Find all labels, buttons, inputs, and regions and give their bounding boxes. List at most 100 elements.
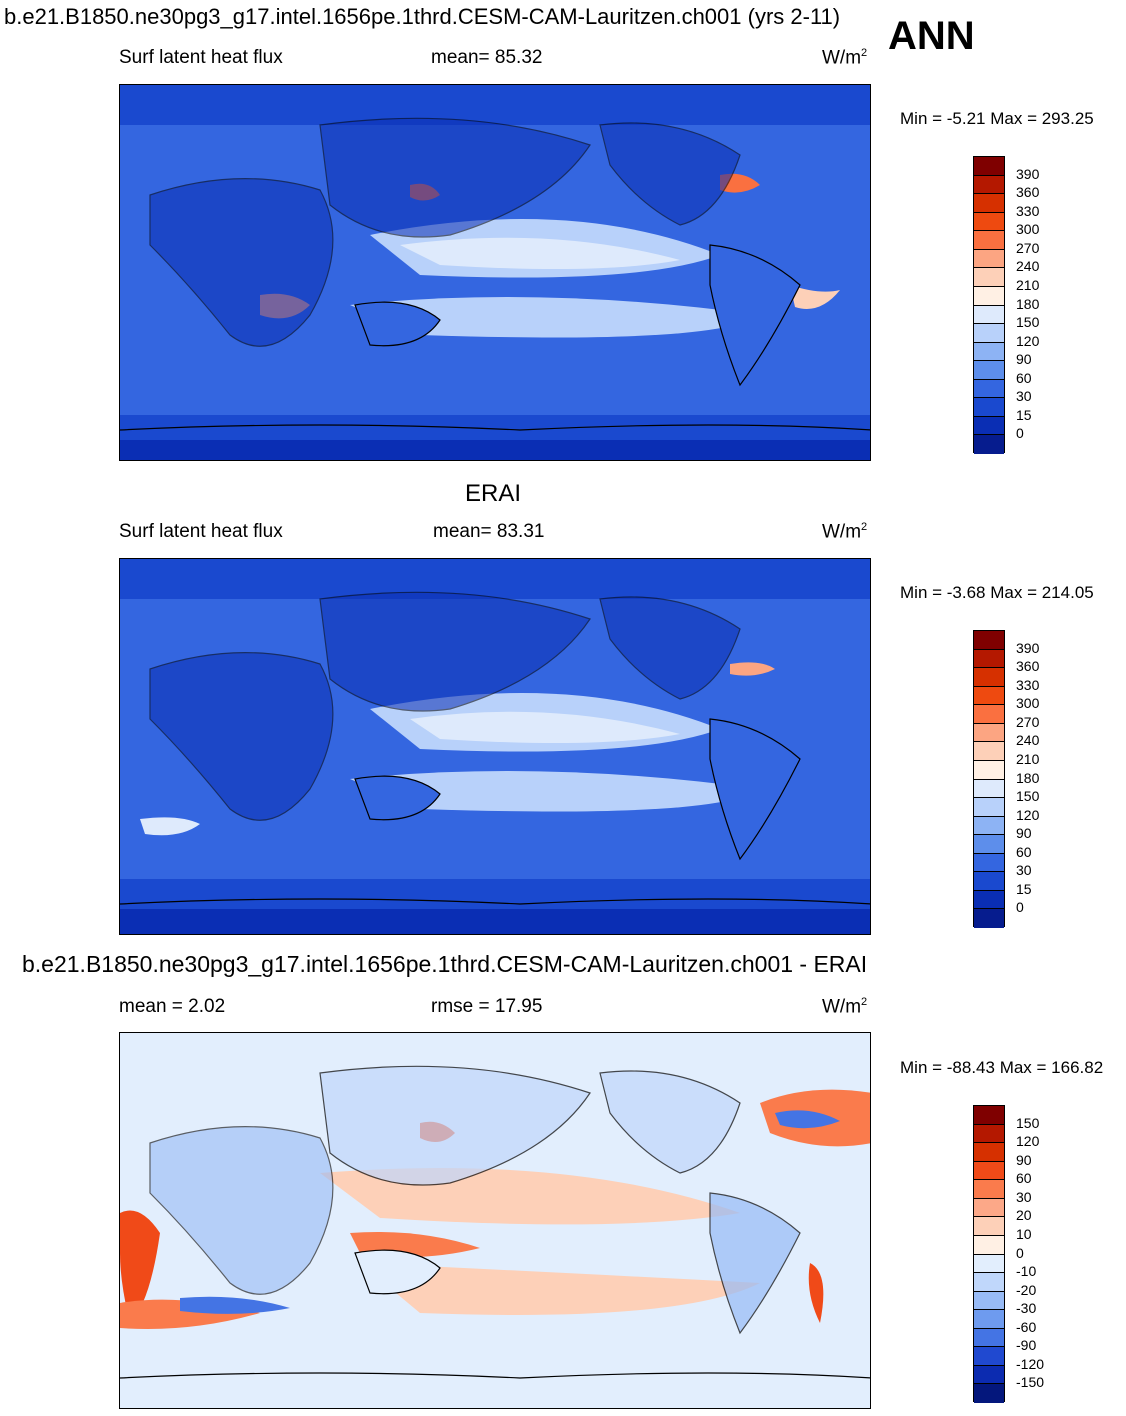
colorbar-swatch <box>974 157 1004 176</box>
colorbar-swatch <box>974 723 1004 743</box>
colorbar-swatch <box>974 1124 1004 1144</box>
panel2-units: W/m2 <box>822 521 868 543</box>
colorbar-label: 0 <box>1016 425 1024 442</box>
page-title: b.e21.B1850.ne30pg3_g17.intel.1656pe.1th… <box>4 4 841 29</box>
colorbar-swatch <box>974 1161 1004 1181</box>
colorbar-swatch <box>974 798 1004 817</box>
colorbar-label: 180 <box>1016 295 1040 312</box>
colorbar-swatch <box>974 1198 1004 1218</box>
colorbar-swatch <box>974 435 1004 454</box>
colorbar-label: -120 <box>1016 1355 1045 1372</box>
panel1-units: W/m2 <box>822 47 868 69</box>
colorbar-label: 210 <box>1016 750 1040 767</box>
colorbar-swatch <box>974 194 1004 213</box>
colorbar-label: 300 <box>1016 221 1040 238</box>
colorbar-label: 30 <box>1016 1188 1032 1205</box>
panel3-rmse: rmse = 17.95 <box>431 996 543 1017</box>
colorbar-swatch <box>974 398 1004 417</box>
colorbar-label: 360 <box>1016 184 1040 201</box>
colorbar-label: 60 <box>1016 843 1032 860</box>
colorbar-label: 120 <box>1016 1133 1040 1150</box>
colorbar-swatch <box>974 1273 1004 1292</box>
colorbar-label: 30 <box>1016 388 1032 405</box>
colorbar-swatch <box>974 835 1004 854</box>
colorbar-label: 0 <box>1016 899 1024 916</box>
colorbar-label: 270 <box>1016 239 1040 256</box>
panel2-map <box>119 558 871 935</box>
colorbar-swatch <box>974 1235 1004 1255</box>
colorbar-swatch <box>974 890 1004 910</box>
colorbar-label: 270 <box>1016 713 1040 730</box>
colorbar-label: 150 <box>1016 788 1040 805</box>
colorbar-swatch <box>974 1310 1004 1329</box>
colorbar-swatch <box>974 1365 1004 1385</box>
colorbar-swatch <box>974 1217 1004 1236</box>
colorbar-swatch <box>974 742 1004 761</box>
panel3-map <box>119 1032 871 1409</box>
season-label: ANN <box>888 14 975 58</box>
colorbar-label: 90 <box>1016 1151 1032 1168</box>
panel1-colorbar <box>973 156 1005 454</box>
colorbar-swatch <box>974 379 1004 399</box>
colorbar-label: 390 <box>1016 165 1040 182</box>
colorbar-label: 180 <box>1016 769 1040 786</box>
colorbar-swatch <box>974 872 1004 891</box>
colorbar-label: -10 <box>1016 1263 1037 1280</box>
colorbar-swatch <box>974 816 1004 836</box>
colorbar-swatch <box>974 668 1004 687</box>
colorbar-swatch <box>974 631 1004 650</box>
panel1-mean: mean= 85.32 <box>431 47 543 68</box>
colorbar-label: -30 <box>1016 1300 1037 1317</box>
colorbar-label: 60 <box>1016 369 1032 386</box>
panel3-units: W/m2 <box>822 996 868 1018</box>
panel1-map <box>119 84 871 461</box>
panel2-variable: Surf latent heat flux <box>119 521 283 542</box>
colorbar-swatch <box>974 1106 1004 1125</box>
colorbar-label: 300 <box>1016 695 1040 712</box>
colorbar-swatch <box>974 1291 1004 1311</box>
colorbar-swatch <box>974 760 1004 780</box>
colorbar-swatch <box>974 175 1004 195</box>
colorbar-label: 330 <box>1016 202 1040 219</box>
colorbar-swatch <box>974 1143 1004 1162</box>
colorbar-swatch <box>974 324 1004 343</box>
panel3-colorbar <box>973 1105 1005 1403</box>
colorbar-swatch <box>974 779 1004 799</box>
colorbar-swatch <box>974 286 1004 306</box>
colorbar-label: 120 <box>1016 332 1040 349</box>
panel3-minmax: Min = -88.43 Max = 166.82 <box>900 1058 1104 1077</box>
panel1-minmax: Min = -5.21 Max = 293.25 <box>900 109 1094 128</box>
colorbar-swatch <box>974 1347 1004 1366</box>
colorbar-label: 240 <box>1016 258 1040 275</box>
panel3-mean: mean = 2.02 <box>119 996 226 1017</box>
panel3-title: b.e21.B1850.ne30pg3_g17.intel.1656pe.1th… <box>22 951 868 977</box>
colorbar-swatch <box>974 1384 1004 1403</box>
colorbar-swatch <box>974 686 1004 706</box>
panel2-title: ERAI <box>465 480 522 507</box>
colorbar-label: 240 <box>1016 732 1040 749</box>
colorbar-swatch <box>974 909 1004 928</box>
colorbar-label: -20 <box>1016 1281 1037 1298</box>
colorbar-swatch <box>974 1254 1004 1274</box>
colorbar-label: 120 <box>1016 806 1040 823</box>
colorbar-label: 60 <box>1016 1170 1032 1187</box>
panel1-variable: Surf latent heat flux <box>119 47 283 68</box>
colorbar-swatch <box>974 231 1004 250</box>
colorbar-swatch <box>974 853 1004 873</box>
colorbar-swatch <box>974 361 1004 380</box>
colorbar-label: 150 <box>1016 1114 1040 1131</box>
colorbar-swatch <box>974 342 1004 362</box>
colorbar-label: -60 <box>1016 1318 1037 1335</box>
colorbar-label: -90 <box>1016 1337 1037 1354</box>
colorbar-swatch <box>974 705 1004 724</box>
panel2-minmax: Min = -3.68 Max = 214.05 <box>900 583 1094 602</box>
colorbar-label: 15 <box>1016 406 1032 423</box>
colorbar-swatch <box>974 249 1004 269</box>
colorbar-label: 330 <box>1016 676 1040 693</box>
colorbar-label: 30 <box>1016 862 1032 879</box>
colorbar-label: 0 <box>1016 1244 1024 1261</box>
panel2-mean: mean= 83.31 <box>433 521 545 542</box>
colorbar-swatch <box>974 1328 1004 1348</box>
colorbar-label: 20 <box>1016 1207 1032 1224</box>
panel2-colorbar <box>973 630 1005 928</box>
